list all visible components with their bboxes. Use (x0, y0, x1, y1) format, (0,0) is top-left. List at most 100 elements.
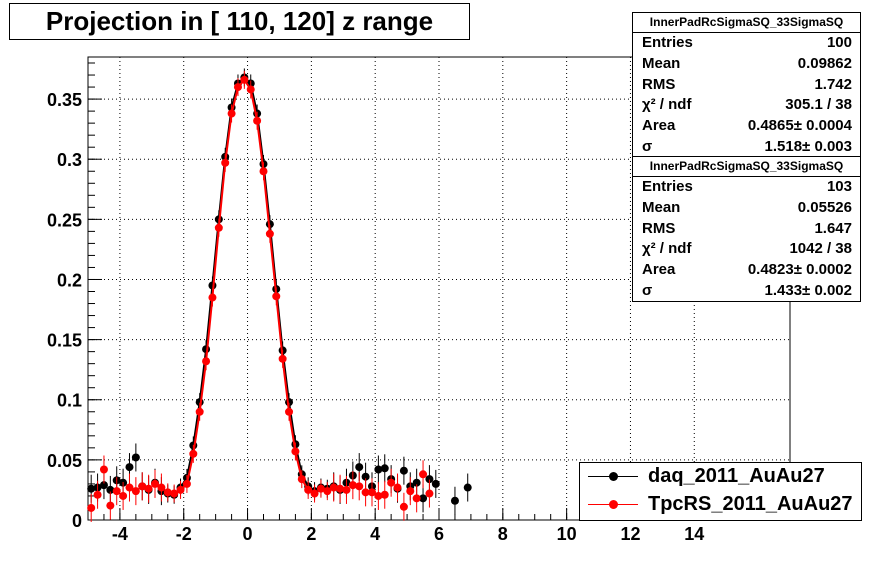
legend-dot-black (609, 472, 618, 481)
data-point (310, 489, 319, 498)
x-tick-label: 0 (243, 524, 253, 544)
data-point (329, 483, 338, 492)
data-point (157, 483, 166, 492)
data-point (374, 465, 383, 474)
data-point (125, 483, 134, 492)
data-point (399, 502, 408, 511)
x-tick-label: 10 (557, 524, 577, 544)
stat-label: Entries (642, 34, 693, 51)
stat-value: 0.4823± 0.0002 (747, 261, 852, 279)
data-point (214, 223, 223, 232)
data-point (138, 482, 147, 491)
data-point (355, 463, 364, 472)
x-tick-label: -2 (176, 524, 192, 544)
stat-value: 0.09862 (797, 54, 852, 72)
data-point (380, 490, 389, 499)
stat-value: 305.1 / 38 (785, 96, 852, 114)
data-point (285, 407, 294, 416)
data-point (253, 116, 262, 125)
stat-value: 103 (826, 178, 852, 195)
x-tick-label: 2 (306, 524, 316, 544)
y-tick-label: 0.3 (57, 150, 82, 170)
data-point (208, 293, 217, 302)
data-point (380, 464, 389, 473)
legend-label: TpcRS_2011_AuAu27 (648, 493, 853, 515)
x-tick-label: -4 (112, 524, 128, 544)
legend-dot-red (609, 500, 618, 509)
stat-label: σ (642, 281, 653, 299)
data-point (316, 484, 325, 493)
stat-label: σ (642, 137, 653, 155)
data-point (323, 487, 332, 496)
data-point (87, 503, 96, 512)
stat-value: 0.4865± 0.0004 (747, 117, 852, 135)
stat-label: χ² / ndf (642, 96, 692, 114)
data-point (112, 487, 121, 496)
data-point (106, 485, 115, 494)
data-point (259, 167, 268, 176)
x-tick-label: 14 (684, 524, 704, 544)
y-tick-label: 0.25 (47, 210, 82, 230)
data-point (393, 483, 402, 492)
data-point (233, 83, 242, 92)
data-point (367, 488, 376, 497)
data-point (361, 472, 370, 481)
data-point (342, 485, 351, 494)
stat-label: Entries (642, 178, 693, 195)
y-tick-label: 0.15 (47, 331, 82, 351)
legend-label: daq_2011_AuAu27 (648, 465, 825, 487)
x-tick-label: 4 (370, 524, 380, 544)
y-tick-label: 0.05 (47, 451, 82, 471)
legend-entry-daq: daq_2011_AuAu27 (580, 463, 861, 491)
x-tick-label: 12 (620, 524, 640, 544)
data-point (240, 75, 249, 84)
y-tick-label: 0.2 (57, 270, 82, 290)
data-point (419, 494, 428, 503)
stats-title: InnerPadRcSigmaSQ_33SigmaSQ (633, 157, 860, 177)
data-point (297, 475, 306, 484)
stat-value: 1.518± 0.003 (764, 137, 852, 155)
x-tick-labels: -4 -2 0 2 4 6 8 10 12 14 (112, 524, 704, 544)
x-tick-label: 6 (434, 524, 444, 544)
stat-value: 0.05526 (797, 198, 852, 216)
stat-label: Area (642, 117, 676, 135)
data-point (106, 501, 115, 510)
stat-label: RMS (642, 219, 676, 237)
stat-label: Mean (642, 198, 681, 216)
data-point (99, 481, 108, 490)
data-point (163, 488, 172, 497)
series-line (179, 78, 316, 495)
data-point (291, 447, 300, 456)
legend: daq_2011_AuAu27 TpcRS_2011_AuAu27 (579, 462, 862, 521)
data-point (304, 485, 313, 494)
chart-title: Projection in [ 110, 120] z range (9, 3, 470, 40)
y-tick-label: 0.35 (47, 90, 82, 110)
data-point (406, 487, 415, 496)
data-point (412, 494, 421, 503)
stat-value: 1.433± 0.002 (764, 281, 852, 299)
data-point (336, 484, 345, 493)
data-point (272, 292, 281, 301)
y-tick-labels: 0 0.05 0.1 0.15 0.2 0.25 0.3 0.35 (47, 90, 82, 531)
data-point (125, 463, 134, 472)
data-point (355, 482, 364, 491)
data-point (419, 470, 428, 479)
data-point (425, 475, 434, 484)
stat-label: Area (642, 261, 676, 279)
data-point (202, 357, 211, 366)
stat-label: χ² / ndf (642, 240, 692, 258)
data-point (278, 354, 287, 363)
stats-box-daq: InnerPadRcSigmaSQ_33SigmaSQ Entries 100 M… (632, 12, 861, 158)
y-tick-label: 0.1 (57, 391, 82, 411)
data-point (131, 453, 140, 462)
data-point (182, 479, 191, 488)
data-point (463, 483, 472, 492)
stat-value: 1.742 (814, 75, 852, 93)
data-point (93, 490, 102, 499)
series-daq (87, 68, 472, 515)
data-point (87, 484, 96, 493)
data-point (176, 485, 185, 494)
data-point (221, 158, 230, 167)
data-point (361, 488, 370, 497)
stats-title: InnerPadRcSigmaSQ_33SigmaSQ (633, 13, 860, 33)
